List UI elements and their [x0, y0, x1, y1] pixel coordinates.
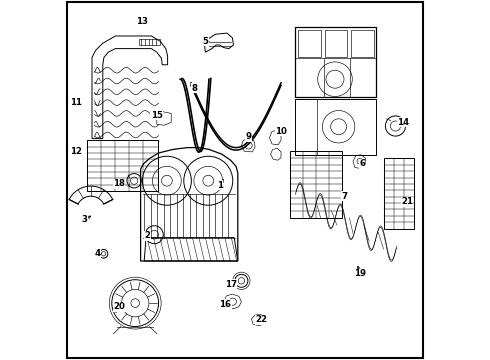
- Bar: [295, 27, 376, 97]
- Text: 20: 20: [113, 302, 125, 311]
- Text: 22: 22: [255, 315, 267, 324]
- Text: 4: 4: [95, 249, 100, 258]
- Text: 3: 3: [82, 215, 88, 224]
- Text: 7: 7: [341, 192, 347, 201]
- Text: 6: 6: [359, 159, 365, 168]
- Text: 21: 21: [401, 197, 413, 206]
- Text: 1: 1: [217, 181, 223, 190]
- Text: 19: 19: [354, 269, 366, 278]
- Text: 5: 5: [202, 37, 208, 46]
- Text: 15: 15: [151, 111, 163, 120]
- Text: 13: 13: [136, 17, 148, 26]
- Text: 2: 2: [145, 231, 151, 240]
- Text: 17: 17: [224, 280, 237, 289]
- Text: 18: 18: [113, 179, 125, 188]
- Text: 16: 16: [219, 300, 231, 309]
- Text: 11: 11: [70, 98, 82, 107]
- Bar: [298, 30, 321, 57]
- Text: 10: 10: [275, 127, 287, 136]
- Bar: [384, 158, 414, 229]
- Text: 9: 9: [245, 132, 251, 141]
- Bar: [139, 39, 160, 45]
- Bar: [295, 99, 376, 155]
- Text: 14: 14: [397, 118, 410, 127]
- Text: 8: 8: [192, 84, 197, 93]
- Text: 12: 12: [70, 147, 82, 156]
- Bar: [351, 30, 373, 57]
- Bar: [87, 140, 157, 191]
- Bar: [324, 30, 347, 57]
- Bar: [290, 151, 342, 218]
